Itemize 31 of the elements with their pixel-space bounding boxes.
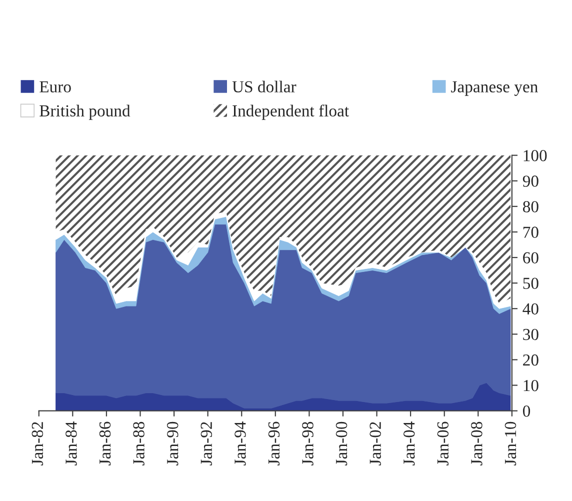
y-tick-label: 80	[522, 201, 538, 212]
x-tick-label: Jan-98	[302, 422, 314, 466]
x-tick-label: Jan-06	[437, 422, 449, 466]
legend-label: Japanese yen	[451, 81, 538, 96]
legend-label: British pound	[40, 104, 130, 120]
x-tick-label: Jan-04	[403, 422, 415, 466]
x-tick-label: Jan-08	[471, 422, 482, 466]
x-tick-label: Jan-00	[336, 422, 348, 466]
y-tick-label: 100	[524, 150, 547, 162]
legend-label: US dollar	[232, 80, 296, 92]
y-tick-label: 60	[523, 252, 538, 264]
legend-label: Euro	[40, 81, 71, 92]
y-tick-label: 30	[523, 328, 538, 340]
x-tick-label: Jan-88	[133, 422, 144, 466]
x-tick-label: Jan-86	[99, 422, 111, 466]
x-tick-label: Jan-94	[234, 422, 246, 466]
y-tick-label: 50	[523, 278, 538, 290]
y-tick-label: 40	[522, 303, 538, 315]
x-tick-label: Jan-82	[32, 422, 44, 466]
y-tick-label: 20	[523, 354, 538, 366]
y-tick-label: 90	[522, 176, 538, 187]
x-tick-label: Jan-96	[268, 422, 280, 466]
legend-label: Independent float	[232, 104, 349, 120]
y-tick-label: 70	[523, 226, 538, 238]
x-tick-label: Jan-84	[66, 422, 77, 466]
x-tick-label: Jan-02	[370, 422, 381, 466]
y-tick-label: 0	[522, 406, 530, 417]
y-tick-label: 10	[524, 380, 538, 392]
x-tick-label: Jan-90	[166, 422, 178, 466]
x-tick-label: Jan-10	[504, 422, 516, 466]
x-tick-label: Jan-92	[200, 422, 212, 466]
